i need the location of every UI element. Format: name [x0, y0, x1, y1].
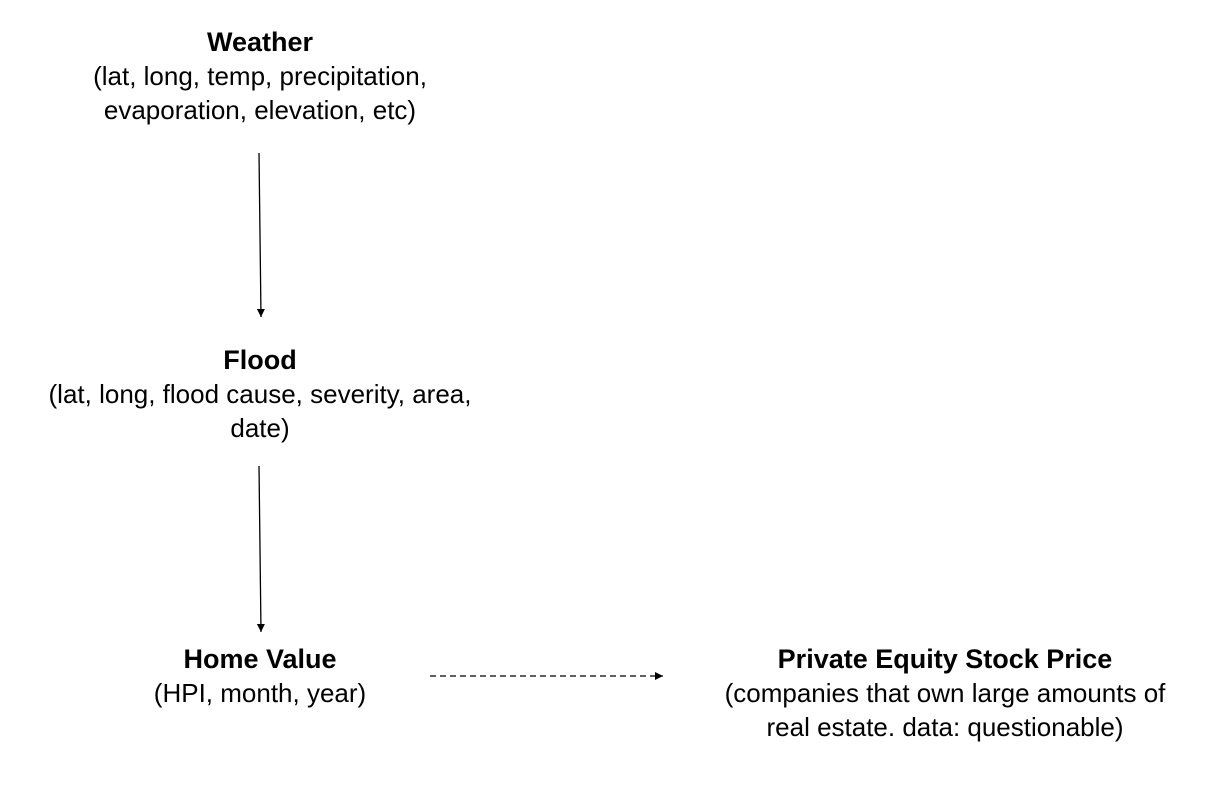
- edge-flood-to-home-value: [256, 465, 265, 633]
- edge-weather-to-flood: [256, 152, 265, 318]
- node-flood-title: Flood: [223, 345, 297, 375]
- node-private-equity: Private Equity Stock Price (companies th…: [680, 642, 1210, 744]
- node-home-value: Home Value (HPI, month, year): [110, 642, 410, 710]
- node-private-equity-desc-line-1: (companies that own large amounts of: [724, 678, 1166, 708]
- node-private-equity-title: Private Equity Stock Price: [777, 644, 1113, 674]
- node-weather-title: Weather: [206, 27, 314, 57]
- node-weather-desc-line-2: evaporation, elevation, etc): [103, 95, 417, 125]
- node-weather: Weather (lat, long, temp, precipitation,…: [60, 25, 460, 127]
- node-flood-desc-line-2: date): [230, 413, 290, 443]
- node-flood-desc-line-1: (lat, long, flood cause, severity, area,: [48, 379, 472, 409]
- node-flood: Flood (lat, long, flood cause, severity,…: [10, 343, 510, 445]
- node-home-value-title: Home Value: [183, 644, 337, 674]
- node-private-equity-desc-line-2: real estate. data: questionable): [766, 712, 1124, 742]
- node-weather-desc-line-1: (lat, long, temp, precipitation,: [93, 61, 427, 91]
- node-home-value-desc-line-1: (HPI, month, year): [153, 678, 367, 708]
